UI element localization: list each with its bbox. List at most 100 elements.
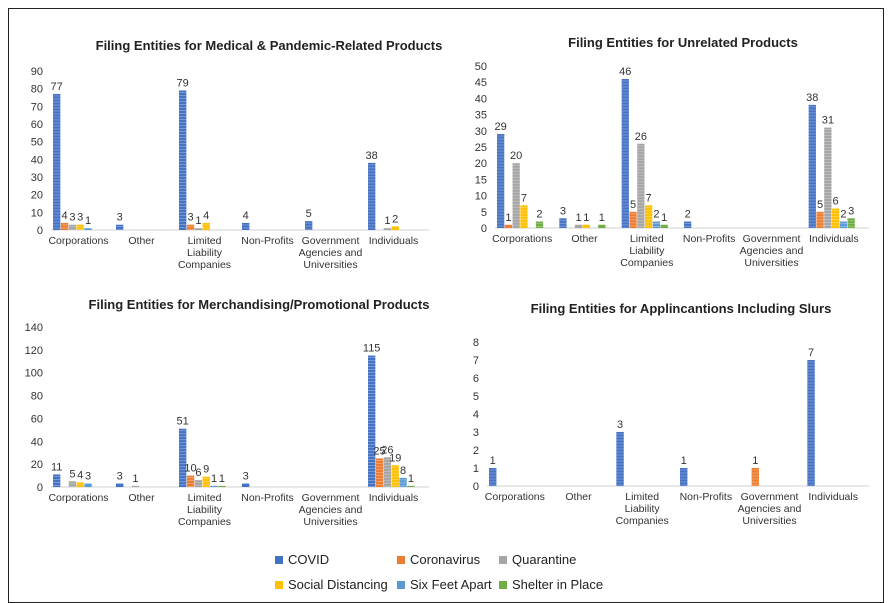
data-label: 5 [817, 199, 823, 211]
data-label: 77 [51, 81, 63, 93]
y-tick-label: 20 [475, 158, 487, 170]
x-category-label: Other [565, 491, 592, 503]
x-category-label: Non-Profits [241, 492, 294, 504]
y-tick-label: 20 [31, 459, 43, 471]
bar [179, 428, 187, 487]
bar [76, 224, 84, 230]
x-category-label: Government [743, 233, 801, 245]
bar [660, 224, 668, 228]
bar [186, 475, 195, 487]
data-label: 25 [373, 445, 385, 457]
data-label: 4 [61, 210, 67, 222]
y-tick-label: 80 [31, 391, 43, 403]
data-label: 3 [560, 205, 566, 217]
data-label: 46 [619, 66, 631, 78]
bar [391, 465, 399, 487]
y-tick-label: 60 [31, 413, 43, 425]
bar [535, 221, 544, 228]
y-tick-label: 10 [31, 207, 43, 219]
bar [242, 222, 250, 230]
x-category-label: Universities [742, 515, 796, 527]
data-label: 2 [685, 209, 691, 221]
data-label: 7 [521, 192, 527, 204]
y-tick-label: 8 [473, 337, 479, 349]
data-label: 5 [306, 208, 312, 220]
y-tick-label: 60 [31, 119, 43, 131]
y-tick-label: 120 [25, 345, 43, 357]
y-tick-label: 50 [31, 137, 43, 149]
bar [489, 468, 497, 486]
y-tick-label: 1 [473, 463, 479, 475]
data-label: 6 [833, 196, 839, 208]
y-tick-label: 15 [475, 174, 487, 186]
x-category-label: Liability [187, 504, 223, 516]
bar [616, 432, 624, 486]
y-tick-label: 100 [25, 368, 43, 380]
bar [242, 483, 250, 487]
bar [116, 483, 124, 487]
data-label: 1 [211, 473, 217, 485]
bar [210, 485, 218, 487]
legend-swatch-quarantine [499, 555, 507, 564]
x-category-label: Agencies and [740, 245, 804, 257]
y-tick-label: 30 [31, 172, 43, 184]
y-tick-label: 6 [473, 373, 479, 385]
legend-label: Social Distancing [288, 577, 388, 592]
x-category-label: Companies [178, 259, 231, 271]
legend-swatch-social-distancing [275, 580, 283, 589]
y-tick-label: 20 [31, 190, 43, 202]
y-tick-label: 0 [473, 481, 479, 493]
bar [116, 224, 124, 230]
y-tick-label: 0 [37, 482, 43, 494]
bar [202, 222, 210, 230]
data-label: 4 [243, 210, 249, 222]
x-category-label: Government [302, 235, 360, 247]
data-label: 1 [408, 473, 414, 485]
bar [621, 78, 629, 229]
bar [824, 127, 832, 228]
y-tick-label: 10 [475, 191, 487, 203]
data-label: 8 [400, 465, 406, 477]
bar [680, 468, 688, 486]
x-category-label: Limited [630, 233, 664, 245]
y-tick-label: 90 [31, 66, 43, 78]
legend-swatch-coronavirus [397, 555, 405, 564]
bar [305, 221, 313, 230]
data-label: 29 [495, 121, 507, 133]
data-label: 79 [177, 77, 189, 89]
bar [202, 476, 210, 487]
data-label: 4 [203, 210, 209, 222]
chart-title: Filing Entities for Unrelated Products [568, 35, 798, 50]
y-tick-label: 4 [473, 409, 479, 421]
bar [53, 474, 61, 487]
x-category-label: Individuals [369, 235, 419, 247]
y-tick-label: 45 [475, 77, 487, 89]
y-tick-label: 7 [473, 355, 479, 367]
x-category-label: Individuals [809, 233, 859, 245]
data-label: 38 [806, 92, 818, 104]
x-category-label: Non-Profits [680, 491, 733, 503]
y-tick-label: 0 [481, 223, 487, 235]
data-label: 1 [85, 215, 91, 227]
x-category-label: Universities [744, 257, 798, 269]
bar [84, 228, 92, 230]
data-label: 51 [177, 416, 189, 428]
y-tick-label: 50 [475, 61, 487, 73]
data-label: 1 [490, 455, 496, 467]
x-category-label: Limited [625, 491, 659, 503]
y-tick-label: 3 [473, 427, 479, 439]
x-category-label: Other [128, 492, 155, 504]
bar [186, 224, 195, 230]
bar [131, 485, 140, 487]
x-category-label: Liability [187, 247, 223, 259]
bar [751, 468, 760, 486]
data-label: 1 [195, 215, 201, 227]
bar [194, 228, 203, 230]
data-label: 38 [366, 150, 378, 162]
bar [808, 104, 816, 228]
x-category-label: Individuals [369, 492, 419, 504]
data-label: 20 [510, 150, 522, 162]
y-tick-label: 70 [31, 101, 43, 113]
bar [816, 211, 824, 228]
x-category-label: Limited [188, 235, 222, 247]
